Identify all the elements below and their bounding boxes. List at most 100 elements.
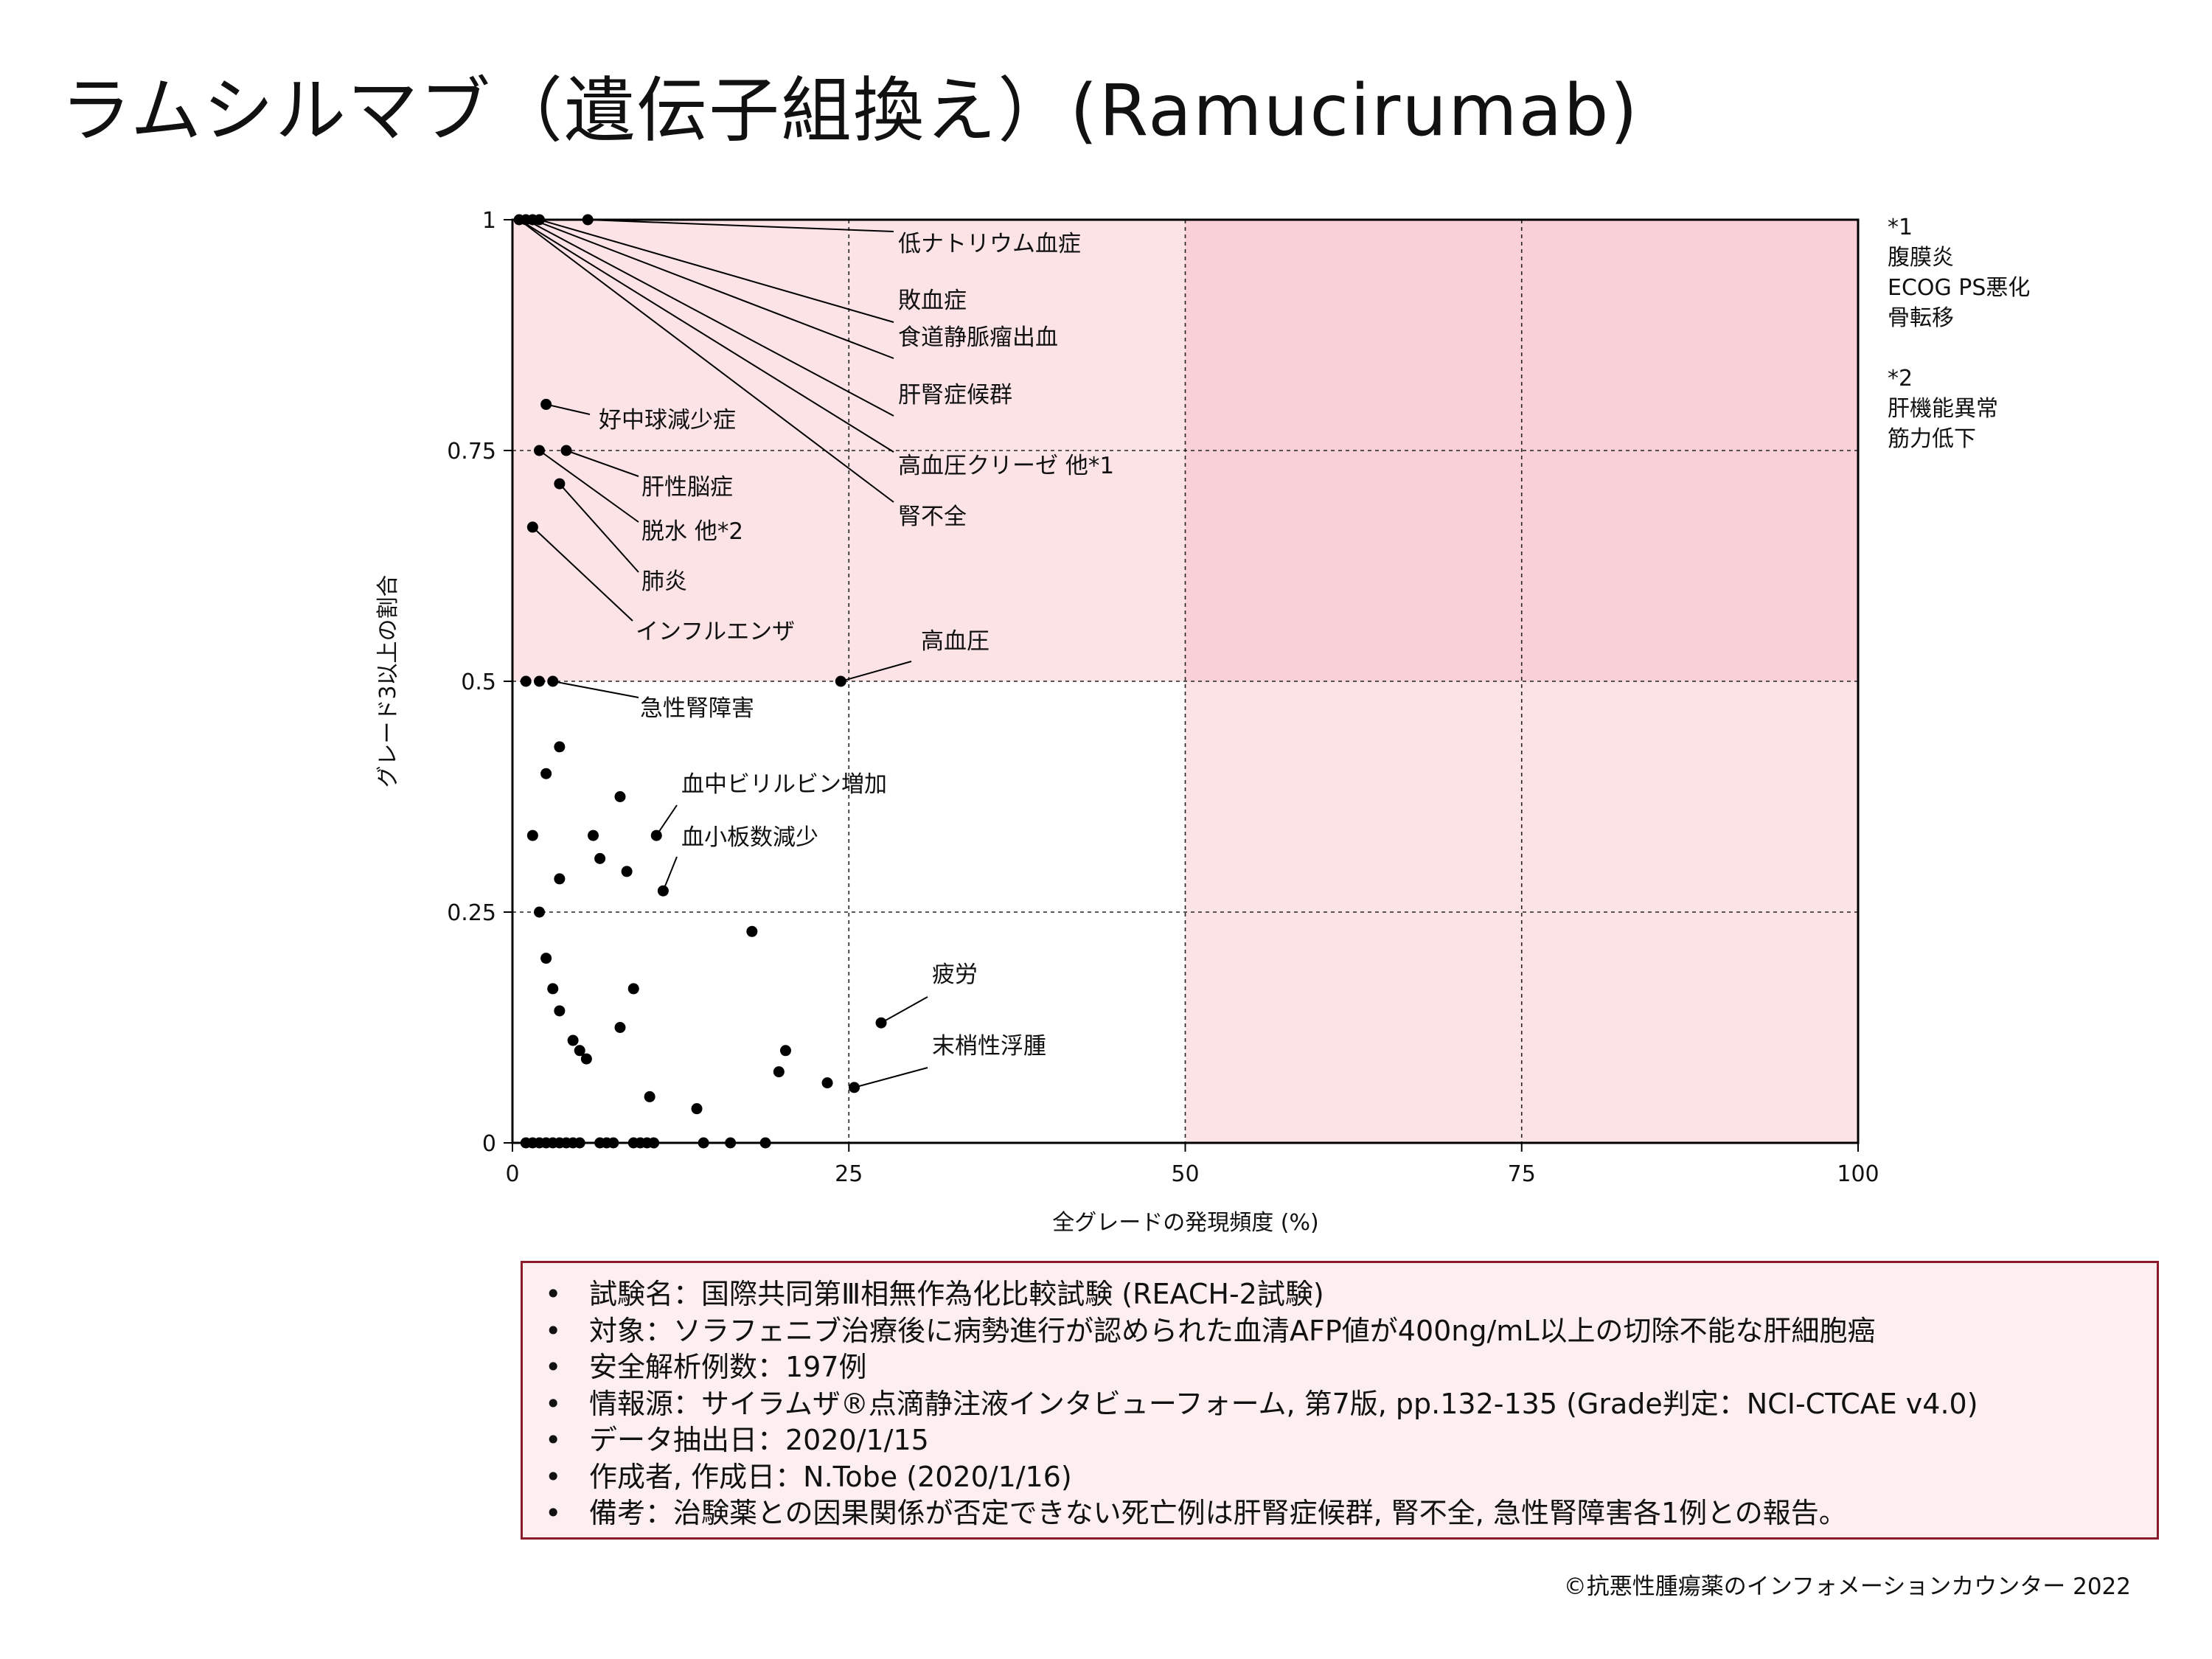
study-info-item: • データ抽出日：2020/1/15 (540, 1422, 2142, 1459)
data-point (698, 1137, 709, 1149)
data-point (534, 214, 545, 226)
annotation-label: 肝腎症候群 (898, 382, 1012, 408)
annotation-label: 好中球減少症 (599, 407, 736, 434)
study-info-text: 試験名：国際共同第Ⅲ相無作為化比較試験 (REACH-2試験) (589, 1278, 1324, 1310)
copyright: ©抗悪性腫瘍薬のインフォメーションカウンター 2022 (1563, 1573, 2131, 1600)
data-point (588, 830, 599, 841)
data-point (657, 885, 669, 897)
study-info-box: • 試験名：国際共同第Ⅲ相無作為化比較試験 (REACH-2試験) • 対象：ソラフェ… (521, 1261, 2159, 1540)
y-tick-label: 0.5 (461, 669, 496, 695)
data-point (554, 741, 566, 753)
annotation-label: 血小板数減少 (681, 824, 818, 851)
data-point (648, 1137, 660, 1149)
study-info-text: 対象：ソラフェニブ治療後に病勢進行が認められた血清AFP値が400ng/mL以上… (589, 1314, 1876, 1347)
annotation-leader-line (588, 219, 894, 232)
data-point (627, 983, 639, 995)
annotation-leader-line (552, 681, 639, 698)
annotation-label: 肝性脳症 (641, 474, 733, 501)
annotation-leader-line (539, 219, 894, 323)
bullet-icon: • (545, 1424, 562, 1456)
bullet-icon: • (545, 1460, 562, 1493)
annotation-leader-line (662, 856, 678, 891)
study-info-item: • 安全解析例数：197例 (540, 1349, 2142, 1386)
annotation-leader-line (532, 219, 894, 359)
data-point (759, 1137, 771, 1149)
data-point (574, 1137, 585, 1149)
data-point (725, 1137, 737, 1149)
study-info-text: 作成者, 作成日：N.Tobe (2020/1/16) (589, 1460, 1072, 1493)
study-info-item: • 備考：治験薬との因果関係が否定できない死亡例は肝腎症候群, 腎不全, 急性腎障… (540, 1495, 2142, 1532)
annotation-leader-line (532, 526, 633, 622)
study-info-item: • 試験名：国際共同第Ⅲ相無作為化比較試験 (REACH-2試験) (540, 1276, 2142, 1313)
data-point (875, 1017, 887, 1029)
x-tick-label: 50 (1171, 1161, 1199, 1187)
data-point (594, 852, 606, 864)
annotation-label: 高血圧 (921, 628, 990, 655)
footnote-line: ECOG PS悪化 (1888, 275, 2031, 301)
footnote-line: 筋力低下 (1888, 426, 1976, 452)
x-tick-label: 100 (1837, 1161, 1879, 1187)
data-point (582, 214, 594, 226)
study-info-list: • 試験名：国際共同第Ⅲ相無作為化比較試験 (REACH-2試験) • 対象：ソラフェ… (540, 1276, 2142, 1532)
study-info-text: 安全解析例数：197例 (589, 1351, 867, 1383)
footnote-block: *1 腹膜炎 ECOG PS悪化 骨転移 (1888, 212, 2197, 333)
annotation-leader-line (559, 483, 639, 573)
data-point (540, 768, 552, 779)
annotation-leader-line (854, 1067, 928, 1088)
annotation-label: 疲労 (932, 961, 978, 988)
x-tick-label: 25 (835, 1161, 863, 1187)
annotation-label: 食道静脈瘤出血 (898, 324, 1058, 351)
data-point (779, 1045, 791, 1057)
annotation-label: 低ナトリウム血症 (898, 231, 1081, 257)
annotation-leader-line (518, 219, 894, 453)
annotation-label: 血中ビリルビン増加 (681, 771, 887, 798)
data-point (614, 1022, 626, 1033)
y-tick-label: 0.75 (447, 439, 496, 465)
data-point (534, 445, 545, 456)
annotation-leader-line (655, 804, 678, 836)
annotation-leader-line (880, 996, 928, 1024)
data-point (540, 398, 552, 410)
footnote-line: *2 (1888, 366, 1913, 392)
data-point (650, 830, 662, 841)
data-point (526, 830, 538, 841)
study-info-item: • 作成者, 作成日：N.Tobe (2020/1/16) (540, 1459, 2142, 1496)
x-tick-label: 0 (505, 1161, 519, 1187)
y-tick-label: 1 (482, 208, 496, 234)
data-point (547, 983, 559, 995)
data-point (554, 873, 566, 885)
annotation-label: 肺炎 (641, 568, 687, 595)
footnote-line: 骨転移 (1888, 305, 1954, 331)
data-point (526, 521, 538, 533)
data-point (773, 1066, 785, 1078)
data-point (835, 675, 846, 687)
annotation-label: 脱水 他*2 (641, 518, 743, 545)
annotation-leader-line (566, 450, 639, 477)
data-point (691, 1103, 703, 1115)
data-point (849, 1082, 860, 1093)
study-info-text: データ抽出日：2020/1/15 (589, 1424, 929, 1456)
study-info-item: • 対象：ソラフェニブ治療後に病勢進行が認められた血清AFP値が400ng/mL以… (540, 1313, 2142, 1350)
annotation-leader-line (546, 403, 591, 415)
annotation-leader-line (518, 219, 894, 503)
study-info-item: • 情報源：サイラムザ®点滴静注液インタビューフォーム, 第7版, pp.132-… (540, 1386, 2142, 1423)
annotation-label: 末梢性浮腫 (932, 1033, 1046, 1060)
annotation-leader-line (538, 450, 639, 523)
data-point (540, 953, 552, 964)
footnote-line: *1 (1888, 215, 1913, 240)
bullet-icon: • (545, 1314, 562, 1347)
data-point (614, 791, 626, 802)
study-info-text: 情報源：サイラムザ®点滴静注液インタビューフォーム, 第7版, pp.132-1… (589, 1387, 1978, 1420)
bullet-icon: • (545, 1351, 562, 1383)
data-point (534, 675, 545, 687)
footnote-line: 腹膜炎 (1888, 245, 1954, 271)
data-point (621, 866, 633, 877)
x-axis-label: 全グレードの発現頻度 (%) (1052, 1210, 1318, 1236)
footnote-block: *2 肝機能異常 筋力低下 (1888, 364, 2197, 454)
annotation-label: 腎不全 (898, 504, 967, 530)
annotation-label: 高血圧クリーゼ 他*1 (898, 453, 1114, 479)
data-point (821, 1077, 833, 1089)
annotation-leader-line (841, 661, 912, 682)
data-point (644, 1091, 655, 1102)
